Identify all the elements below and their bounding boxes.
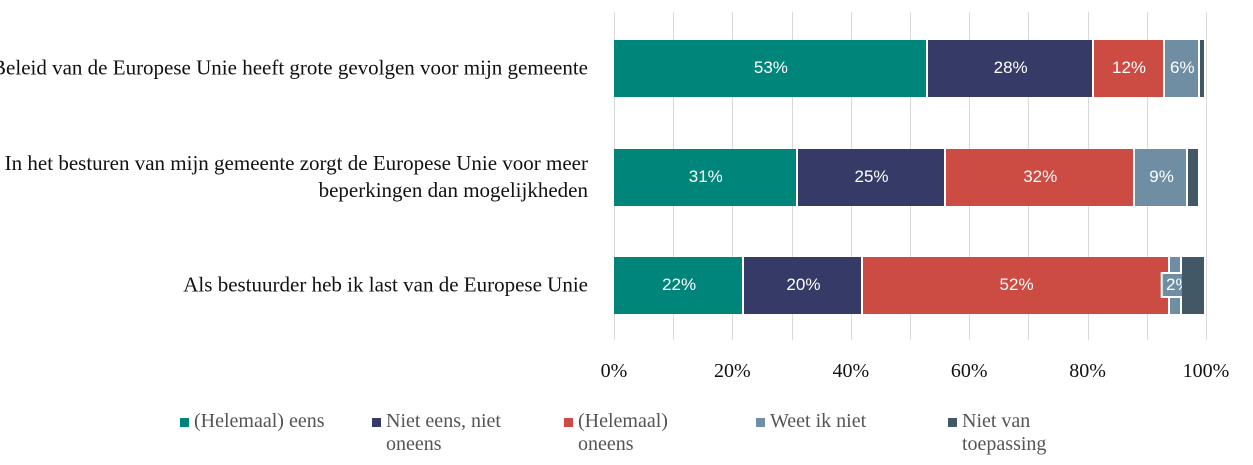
value-label: 6% — [1170, 58, 1195, 77]
bar-segment — [614, 256, 745, 314]
bar-segment — [1188, 148, 1201, 206]
x-tick-label: 20% — [714, 360, 751, 382]
bar-segment — [614, 39, 928, 97]
x-tick-label: 40% — [832, 360, 870, 382]
legend: (Helemaal) eens Niet eens, niet oneens (He… — [180, 410, 1140, 456]
x-tick-label: 80% — [1069, 360, 1106, 382]
value-label: 52% — [999, 275, 1034, 294]
value-label: 12% — [1112, 58, 1147, 77]
x-tick-label: 0% — [600, 360, 628, 382]
legend-swatch — [756, 418, 765, 427]
bar-segment — [1134, 148, 1189, 206]
bar-segment — [1200, 39, 1206, 97]
bar-segment — [797, 148, 946, 206]
bar-segment — [1182, 256, 1206, 314]
value-label: 28% — [993, 58, 1028, 77]
legend-swatch — [372, 418, 381, 427]
legend-label: Weet ik niet — [770, 410, 867, 432]
bar-segment — [927, 39, 1094, 97]
legend-label: Niet van toepassing — [962, 410, 1047, 455]
bar-segment — [744, 256, 863, 314]
legend-item: (Helemaal) eens — [180, 410, 372, 456]
bar-segment — [862, 256, 1171, 314]
legend-swatch — [180, 418, 189, 427]
bar-segment — [1093, 39, 1165, 97]
bar-segment — [945, 148, 1135, 206]
x-tick-label: 100% — [1182, 360, 1230, 382]
legend-swatch — [564, 418, 573, 427]
legend-item: Niet eens, niet oneens — [372, 410, 564, 456]
legend-label: Niet eens, niet oneens — [386, 410, 501, 455]
bar-segment — [1164, 39, 1201, 97]
value-label: 20% — [786, 275, 821, 294]
legend-swatch — [948, 418, 957, 427]
legend-label: (Helemaal) eens — [194, 410, 325, 432]
category-label: Beleid van de Europese Unie heeft grote … — [0, 55, 588, 80]
grid-line — [1206, 12, 1207, 340]
category-label: Als bestuurder heb ik last van de Europe… — [183, 272, 588, 297]
value-label: 53% — [753, 58, 788, 77]
bar-segment — [614, 148, 798, 206]
value-label: 31% — [688, 167, 723, 186]
value-label: 22% — [662, 275, 697, 294]
category-label: In het besturen van mijn gemeente zorgt … — [4, 151, 588, 202]
legend-label: (Helemaal) oneens — [578, 410, 668, 455]
value-label: 25% — [854, 167, 889, 186]
x-tick-label: 60% — [950, 360, 988, 382]
value-label: 9% — [1149, 167, 1174, 186]
legend-item: Weet ik niet — [756, 410, 948, 456]
value-label: 32% — [1023, 167, 1058, 186]
legend-item: Niet van toepassing — [948, 410, 1140, 456]
legend-item: (Helemaal) oneens — [564, 410, 756, 456]
